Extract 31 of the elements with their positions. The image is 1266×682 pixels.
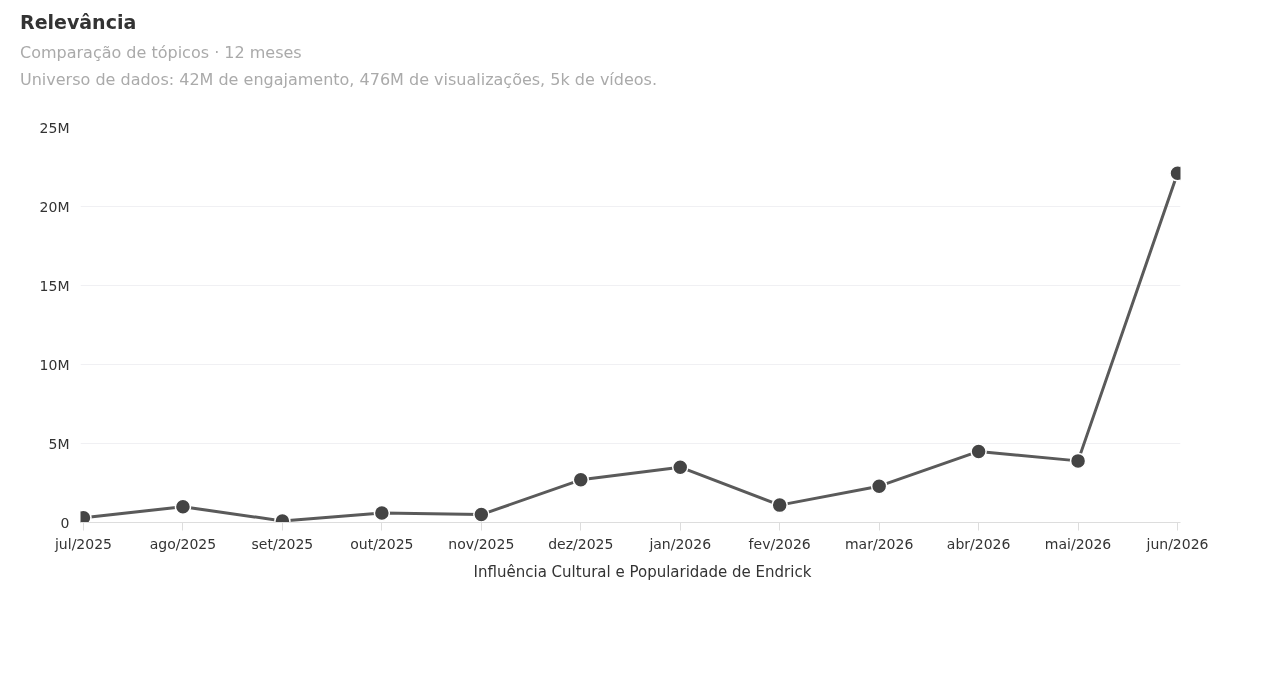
x-tick-label: ago/2025 xyxy=(149,535,217,552)
point xyxy=(174,498,192,515)
point xyxy=(771,496,788,514)
x-tick-label: out/2025 xyxy=(350,535,414,552)
text: Influência Cultural e Popularidade de Endrick xyxy=(473,562,812,581)
point xyxy=(572,471,590,488)
point xyxy=(373,504,391,522)
point xyxy=(473,506,490,523)
x-tick-label: abr/2026 xyxy=(946,535,1011,552)
y-tick-label: 25M xyxy=(39,119,70,136)
point xyxy=(1069,452,1087,469)
x-tick-label: jun/2026 xyxy=(1145,535,1209,552)
chart-subtitle: Comparação de tópicos · 12 meses xyxy=(20,42,303,65)
x-tick-label: fev/2026 xyxy=(748,535,811,552)
point xyxy=(970,442,987,460)
x-tick-label: mai/2026 xyxy=(1044,535,1112,552)
y-tick-label: 20M xyxy=(39,198,70,215)
text: Universo de dados: 42M de engajamento, 476M de visualizações, 5k de vídeos. xyxy=(20,69,658,91)
x-tick-label: nov/2025 xyxy=(448,535,515,552)
y-tick-label: 0 xyxy=(60,514,70,531)
y-tick-label: 15M xyxy=(39,277,70,294)
chart-title: Relevância xyxy=(20,10,138,35)
x-tick-label: set/2025 xyxy=(251,535,314,552)
point xyxy=(671,458,689,476)
y-tick-label: 10M xyxy=(39,356,70,373)
x-tick-label: dez/2025 xyxy=(548,535,614,552)
x-tick-label: jul/2025 xyxy=(53,535,112,552)
x-tick-label: jan/2026 xyxy=(648,535,712,552)
point xyxy=(870,477,888,495)
y-tick-label: 5M xyxy=(48,435,70,452)
x-tick-label: mar/2026 xyxy=(844,535,914,552)
